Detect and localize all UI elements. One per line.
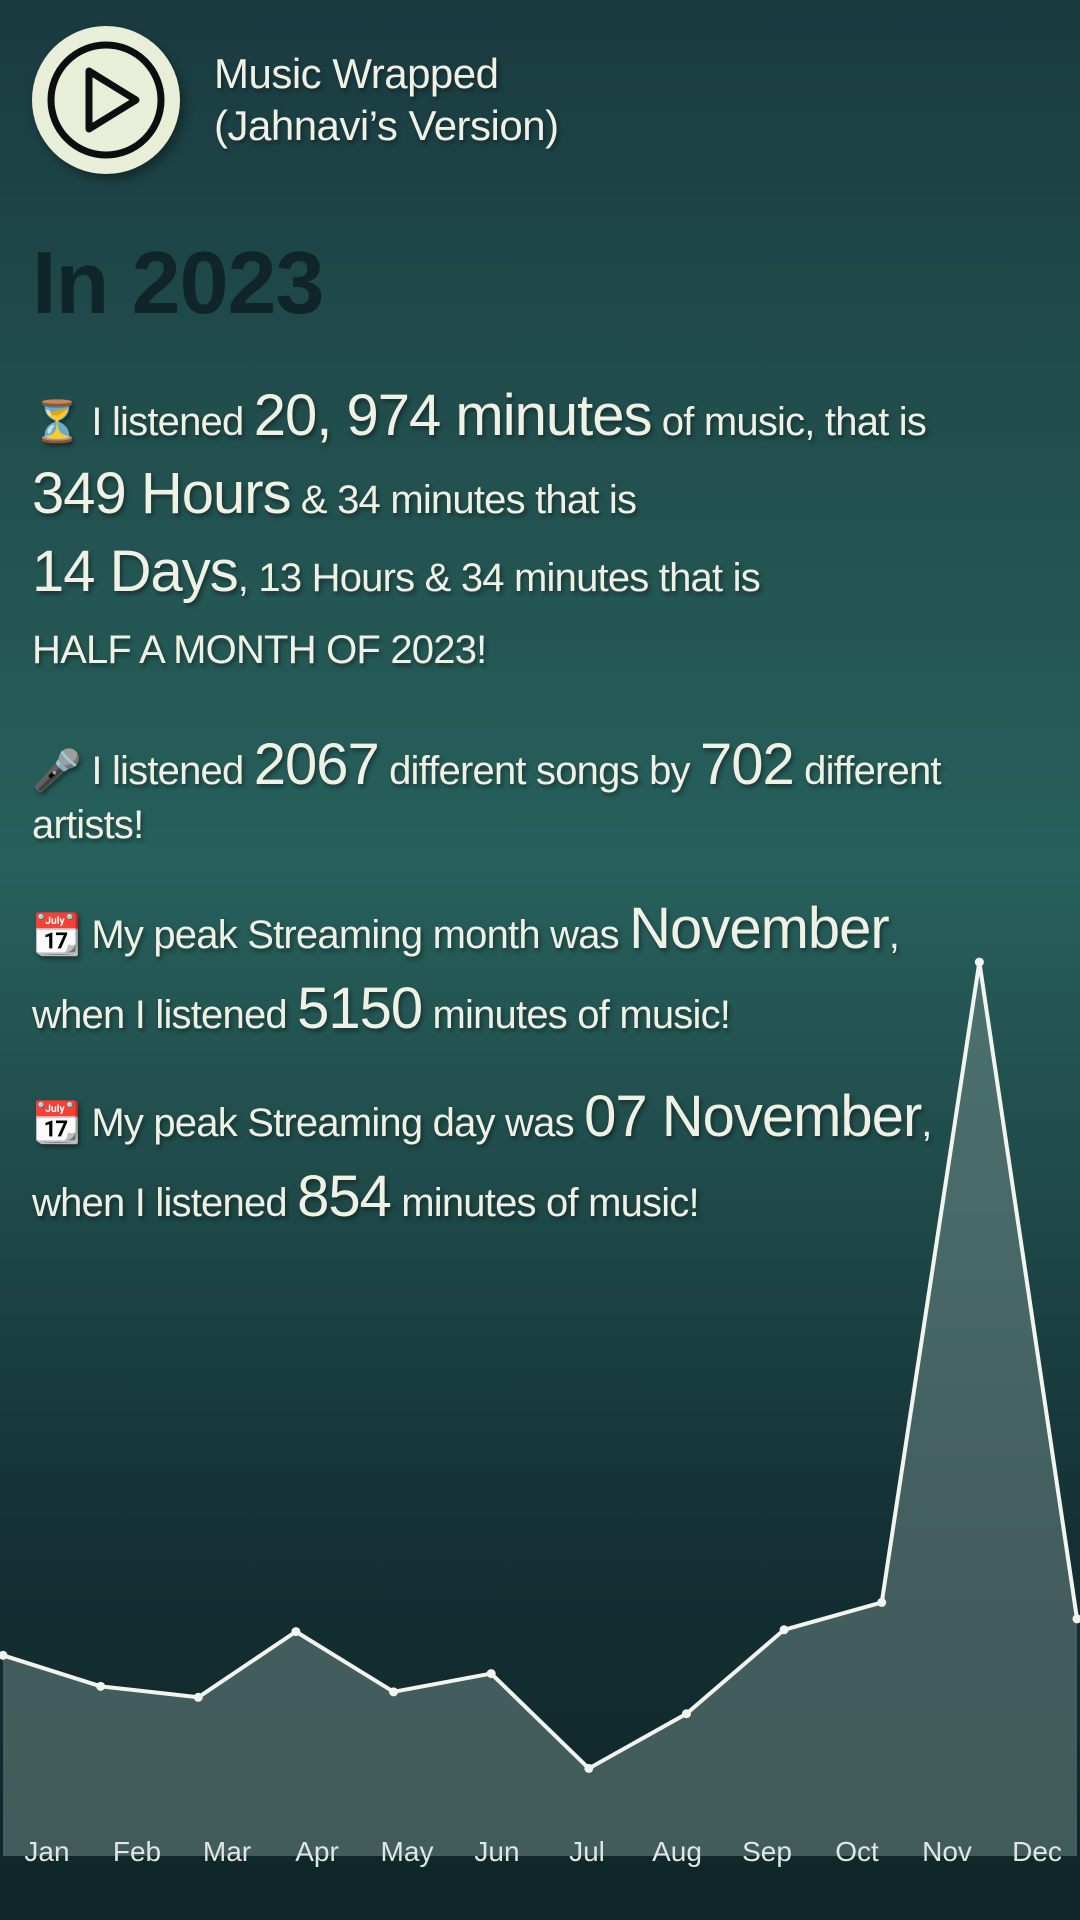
data-point-sep xyxy=(779,1625,789,1635)
app-title: Music Wrapped (Jahnavi’s Version) xyxy=(214,48,559,152)
half-month-text: HALF A MONTH OF 2023! xyxy=(32,628,487,672)
x-tick-label-dec: Dec xyxy=(1012,1836,1062,1867)
data-point-nov xyxy=(974,957,984,967)
calendar-icon: 📆 xyxy=(32,913,82,957)
peak-day-value: 07 November xyxy=(584,1084,922,1149)
app-title-line1: Music Wrapped xyxy=(214,50,499,97)
x-tick-label-sep: Sep xyxy=(742,1836,792,1867)
artists-count-value: 702 xyxy=(700,732,795,797)
total-minutes-value: 20, 974 minutes xyxy=(253,383,653,448)
play-logo-icon xyxy=(32,26,180,174)
hourglass-icon: ⏳ xyxy=(32,400,82,444)
peak-month-minutes-value: 5150 xyxy=(297,976,423,1041)
x-tick-label-oct: Oct xyxy=(835,1836,879,1867)
app-title-line2: (Jahnavi’s Version) xyxy=(214,102,559,149)
stat-songs: 🎤 I listened 2067 different songs by 702… xyxy=(32,732,942,848)
data-point-jun xyxy=(486,1669,496,1679)
app-header: Music Wrapped (Jahnavi’s Version) xyxy=(32,26,559,174)
x-tick-label-may: May xyxy=(380,1836,434,1867)
data-point-jan xyxy=(0,1650,8,1660)
stat-minutes: ⏳ I listened 20, 974 minutes of music, t… xyxy=(32,383,927,672)
data-point-may xyxy=(389,1687,399,1697)
peak-month-value: November xyxy=(629,896,890,961)
data-point-dec xyxy=(1072,1614,1080,1624)
x-tick-label-feb: Feb xyxy=(112,1836,162,1867)
stats-section: ⏳ I listened 20, 974 minutes of music, t… xyxy=(32,380,1052,1240)
x-tick-label-jan: Jan xyxy=(24,1836,70,1867)
x-tick-label-apr: Apr xyxy=(295,1836,339,1867)
stat-peak-month: 📆 My peak Streaming month was November, … xyxy=(32,896,900,1041)
stat-peak-day: 📆 My peak Streaming day was 07 November,… xyxy=(32,1084,932,1229)
year-heading: In 2023 xyxy=(32,233,324,332)
data-point-mar xyxy=(193,1692,203,1702)
chart-x-axis: Jan Feb Mar Apr May Jun Jul Aug Sep Oct Nov Dec xyxy=(0,1836,1080,1876)
series-line xyxy=(2,960,1079,1771)
x-tick-label-aug: Aug xyxy=(652,1836,702,1867)
calendar-icon: 📆 xyxy=(32,1101,82,1145)
data-point-feb xyxy=(96,1681,106,1691)
x-tick-label-jul: Jul xyxy=(569,1836,605,1867)
data-point-jul xyxy=(584,1763,594,1773)
data-point-oct xyxy=(877,1597,887,1607)
x-tick-label-mar: Mar xyxy=(202,1836,252,1867)
area-fill xyxy=(3,962,1077,1856)
total-days-value: 14 Days xyxy=(32,539,239,604)
peak-day-minutes-value: 854 xyxy=(297,1164,392,1229)
x-tick-label-nov: Nov xyxy=(922,1836,972,1867)
total-hours-value: 349 Hours xyxy=(32,461,292,526)
data-point-apr xyxy=(291,1627,301,1637)
songs-count-value: 2067 xyxy=(253,732,380,797)
microphone-icon: 🎤 xyxy=(32,749,82,793)
x-tick-label-jun: Jun xyxy=(474,1836,520,1867)
data-point-aug xyxy=(681,1709,691,1719)
